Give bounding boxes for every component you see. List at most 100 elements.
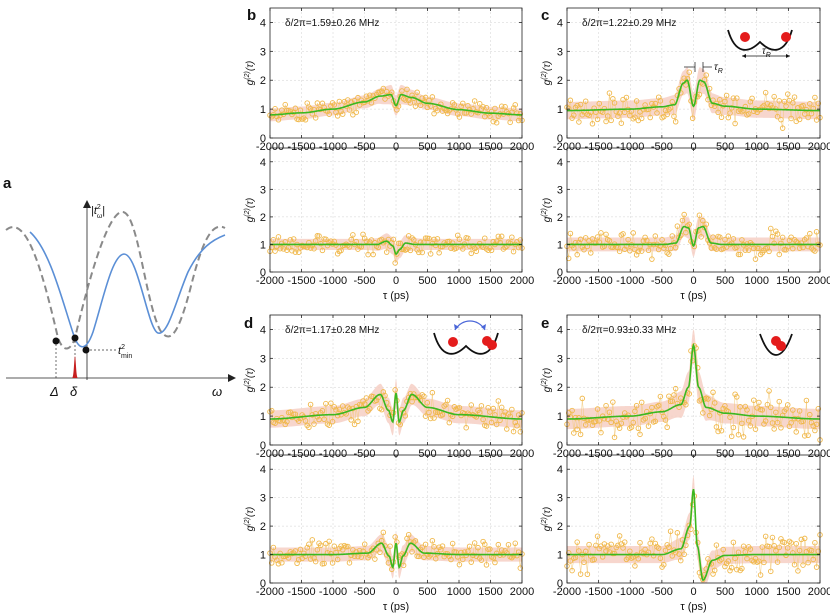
data-point: [394, 251, 400, 257]
data-point: [581, 559, 587, 566]
data-point: [657, 393, 664, 400]
y-axis-label: g(2)(τ): [541, 507, 553, 532]
data-point: [757, 251, 764, 258]
data-point: [813, 564, 820, 570]
data-point: [285, 244, 292, 251]
data-point: [796, 245, 803, 251]
data-point: [476, 409, 483, 416]
data-point: [771, 426, 777, 432]
data-point: [331, 543, 338, 549]
data-point: [666, 393, 672, 399]
marker-t-min: [82, 346, 90, 354]
data-point: [517, 111, 524, 117]
data-point: [807, 411, 813, 418]
data-point: [336, 406, 343, 413]
data-point: [669, 553, 676, 559]
data-point: [507, 240, 513, 247]
data-point: [630, 230, 636, 236]
data-point: [285, 555, 292, 561]
data-point: [681, 75, 687, 81]
data-point: [319, 408, 326, 414]
x-tick-label: -1500: [287, 448, 315, 460]
data-point: [397, 240, 403, 247]
data-point: [478, 557, 485, 563]
x-tick-label: 0: [690, 586, 696, 598]
data-point: [762, 533, 769, 540]
data-point: [505, 541, 512, 548]
data-point: [383, 249, 390, 255]
data-point: [448, 556, 454, 563]
data-point: [380, 85, 387, 92]
data-point: [405, 531, 412, 538]
data-point: [610, 399, 616, 405]
data-point: [424, 104, 431, 111]
data-point: [302, 117, 309, 123]
g2-panels: -2000 -1500 -1000 -500 0 500 1000 1500 200001234…: [244, 7, 830, 613]
data-point: [345, 242, 351, 249]
data-point: [783, 247, 789, 253]
data-point: [784, 91, 791, 97]
data-point: [290, 411, 297, 418]
y-tick-label: 0: [260, 133, 266, 145]
inset-d-hop-arrow: [454, 320, 486, 331]
data-point: [588, 250, 594, 256]
data-point: [487, 546, 493, 552]
data-point: [296, 557, 302, 563]
data-point: [466, 543, 473, 550]
data-point: [603, 231, 609, 238]
y-tick-label: 3: [260, 184, 266, 196]
data-point: [659, 237, 665, 243]
x-tick-label: 2000: [510, 275, 534, 287]
data-point: [419, 95, 425, 101]
data-point: [616, 533, 623, 539]
data-point: [517, 237, 524, 243]
panel-d-bottom: -2000 -1500 -1000 -500 0 500 1000 1500 2000 0 1 2 3 4…: [244, 454, 534, 613]
data-point: [289, 247, 295, 254]
data-point: [419, 249, 425, 256]
data-point: [358, 554, 365, 560]
data-point: [711, 400, 718, 406]
data-point: [801, 535, 808, 542]
data-point: [380, 529, 387, 536]
x-tick-label: -1500: [585, 448, 613, 460]
data-point: [509, 406, 515, 413]
data-point: [571, 112, 577, 118]
data-point: [404, 86, 410, 93]
data-point: [800, 102, 806, 109]
data-point: [796, 408, 803, 414]
panel-label-c: c: [541, 7, 549, 24]
data-point: [689, 115, 696, 121]
data-point: [764, 401, 771, 408]
data-point: [367, 405, 373, 412]
data-point: [306, 424, 312, 431]
data-point: [392, 387, 398, 393]
data-point: [745, 111, 752, 117]
y-tick-label: 2: [260, 521, 266, 533]
data-point: [429, 94, 436, 100]
data-point: [456, 236, 463, 242]
data-point: [456, 114, 463, 120]
data-point: [616, 248, 623, 255]
data-point: [815, 100, 822, 107]
data-point: [510, 553, 517, 559]
data-point: [574, 539, 580, 545]
detuning-annotation: δ/2π=0.93±0.33 MHz: [582, 325, 676, 336]
data-point: [569, 407, 575, 414]
x-tick-label: -2000: [553, 275, 581, 287]
y-tick-label: 3: [260, 493, 266, 505]
data-point: [778, 425, 784, 431]
data-point: [456, 404, 463, 411]
data-point: [363, 93, 370, 99]
data-point: [326, 111, 332, 117]
data-point: [444, 397, 451, 404]
data-point: [725, 114, 732, 121]
data-point: [732, 555, 738, 562]
data-point: [657, 555, 664, 561]
delta-small-label: δ: [70, 384, 78, 399]
data-point: [345, 404, 351, 410]
data-point: [671, 113, 677, 120]
data-point: [805, 114, 811, 121]
x-tick-label: 500: [716, 141, 734, 153]
data-point: [419, 544, 425, 550]
